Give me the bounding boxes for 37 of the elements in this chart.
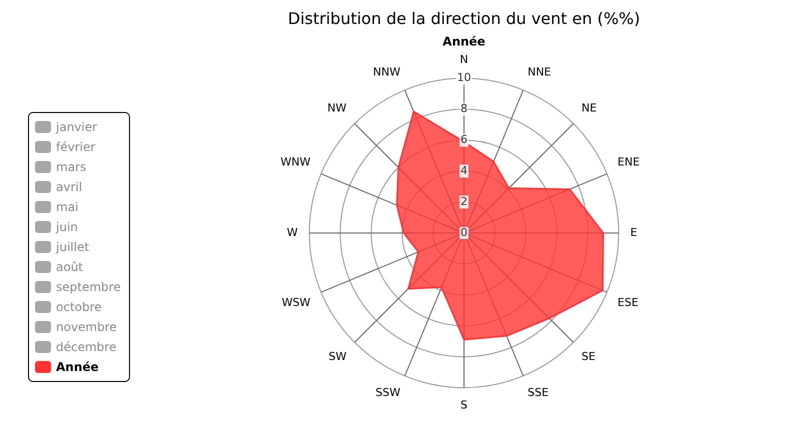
legend-label: Année [56, 360, 99, 374]
spoke-label: E [630, 226, 638, 239]
text: avril [56, 180, 82, 194]
spoke-label: SW [328, 350, 347, 363]
text: décembre [56, 340, 116, 354]
spoke-label: S [460, 398, 468, 412]
spoke-label: SSE [528, 386, 549, 400]
spoke-label: N [460, 53, 468, 66]
text: août [56, 260, 84, 274]
spoke-label: NE [582, 102, 597, 115]
text: février [56, 140, 96, 154]
text: novembre [56, 320, 117, 334]
text: mai [56, 200, 78, 214]
text: juillet [56, 240, 90, 254]
spoke-label: ENE [618, 156, 640, 169]
spoke-label: SE [582, 350, 596, 363]
y-tick-label: 6 [460, 133, 468, 146]
text: juin [56, 220, 78, 234]
spoke-label: W [286, 226, 298, 239]
spoke-label: SSW [376, 386, 401, 400]
spoke-label: NNW [373, 66, 401, 79]
spoke-label: WSW [282, 296, 311, 310]
spoke-label: ESE [618, 296, 638, 310]
spoke-label: NNE [528, 66, 552, 79]
text: mars [56, 160, 86, 174]
text: janvier [56, 120, 98, 134]
y-tick-label: 0 [460, 226, 468, 239]
y-tick-label: 2 [460, 194, 468, 208]
y-tick-label: 10 [457, 71, 471, 84]
spoke-label: WNW [280, 156, 311, 169]
text: septembre [56, 280, 121, 294]
y-tick-label: 8 [460, 102, 468, 116]
spoke-label: NW [327, 102, 347, 115]
y-tick-label: 4 [460, 164, 468, 177]
chart-title: Distribution de la direction du vent en (%%) [288, 8, 640, 28]
chart-subtitle: Année [442, 34, 486, 49]
text: octobre [56, 300, 102, 314]
